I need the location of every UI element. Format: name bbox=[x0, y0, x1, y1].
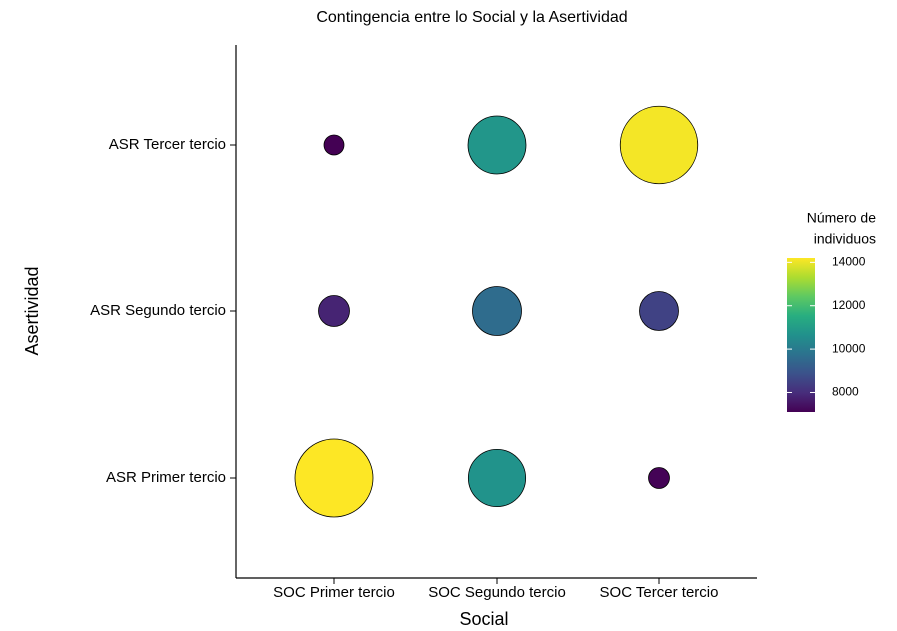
bubble bbox=[294, 438, 374, 518]
bubble bbox=[323, 134, 345, 156]
y-axis-label: Asertividad bbox=[22, 266, 42, 355]
colorbar-tick-label: 10000 bbox=[832, 341, 866, 355]
colorbar-tick-label: 14000 bbox=[832, 255, 866, 269]
bubble bbox=[648, 467, 670, 489]
x-axis-label: Social bbox=[459, 609, 508, 629]
colorbar-tick-label: 8000 bbox=[832, 385, 859, 399]
colorbar-tick-label: 12000 bbox=[832, 298, 866, 312]
y-tick-label: ASR Tercer tercio bbox=[109, 136, 226, 153]
bubble bbox=[318, 295, 350, 327]
bubble bbox=[467, 115, 527, 175]
chart-title: Contingencia entre lo Social y la Aserti… bbox=[316, 9, 627, 26]
bubble bbox=[639, 291, 679, 331]
bubble bbox=[467, 448, 527, 508]
y-tick-label: ASR Primer tercio bbox=[106, 469, 226, 486]
x-tick-label: SOC Primer tercio bbox=[273, 584, 395, 601]
legend-title: individuos bbox=[814, 231, 876, 247]
y-tick-label: ASR Segundo tercio bbox=[90, 302, 226, 319]
bubble bbox=[472, 286, 522, 336]
x-tick-label: SOC Segundo tercio bbox=[428, 584, 566, 601]
x-tick-label: SOC Tercer tercio bbox=[600, 584, 719, 601]
colorbar bbox=[787, 258, 815, 412]
bubble bbox=[619, 105, 699, 185]
legend-title: Número de bbox=[807, 210, 876, 226]
